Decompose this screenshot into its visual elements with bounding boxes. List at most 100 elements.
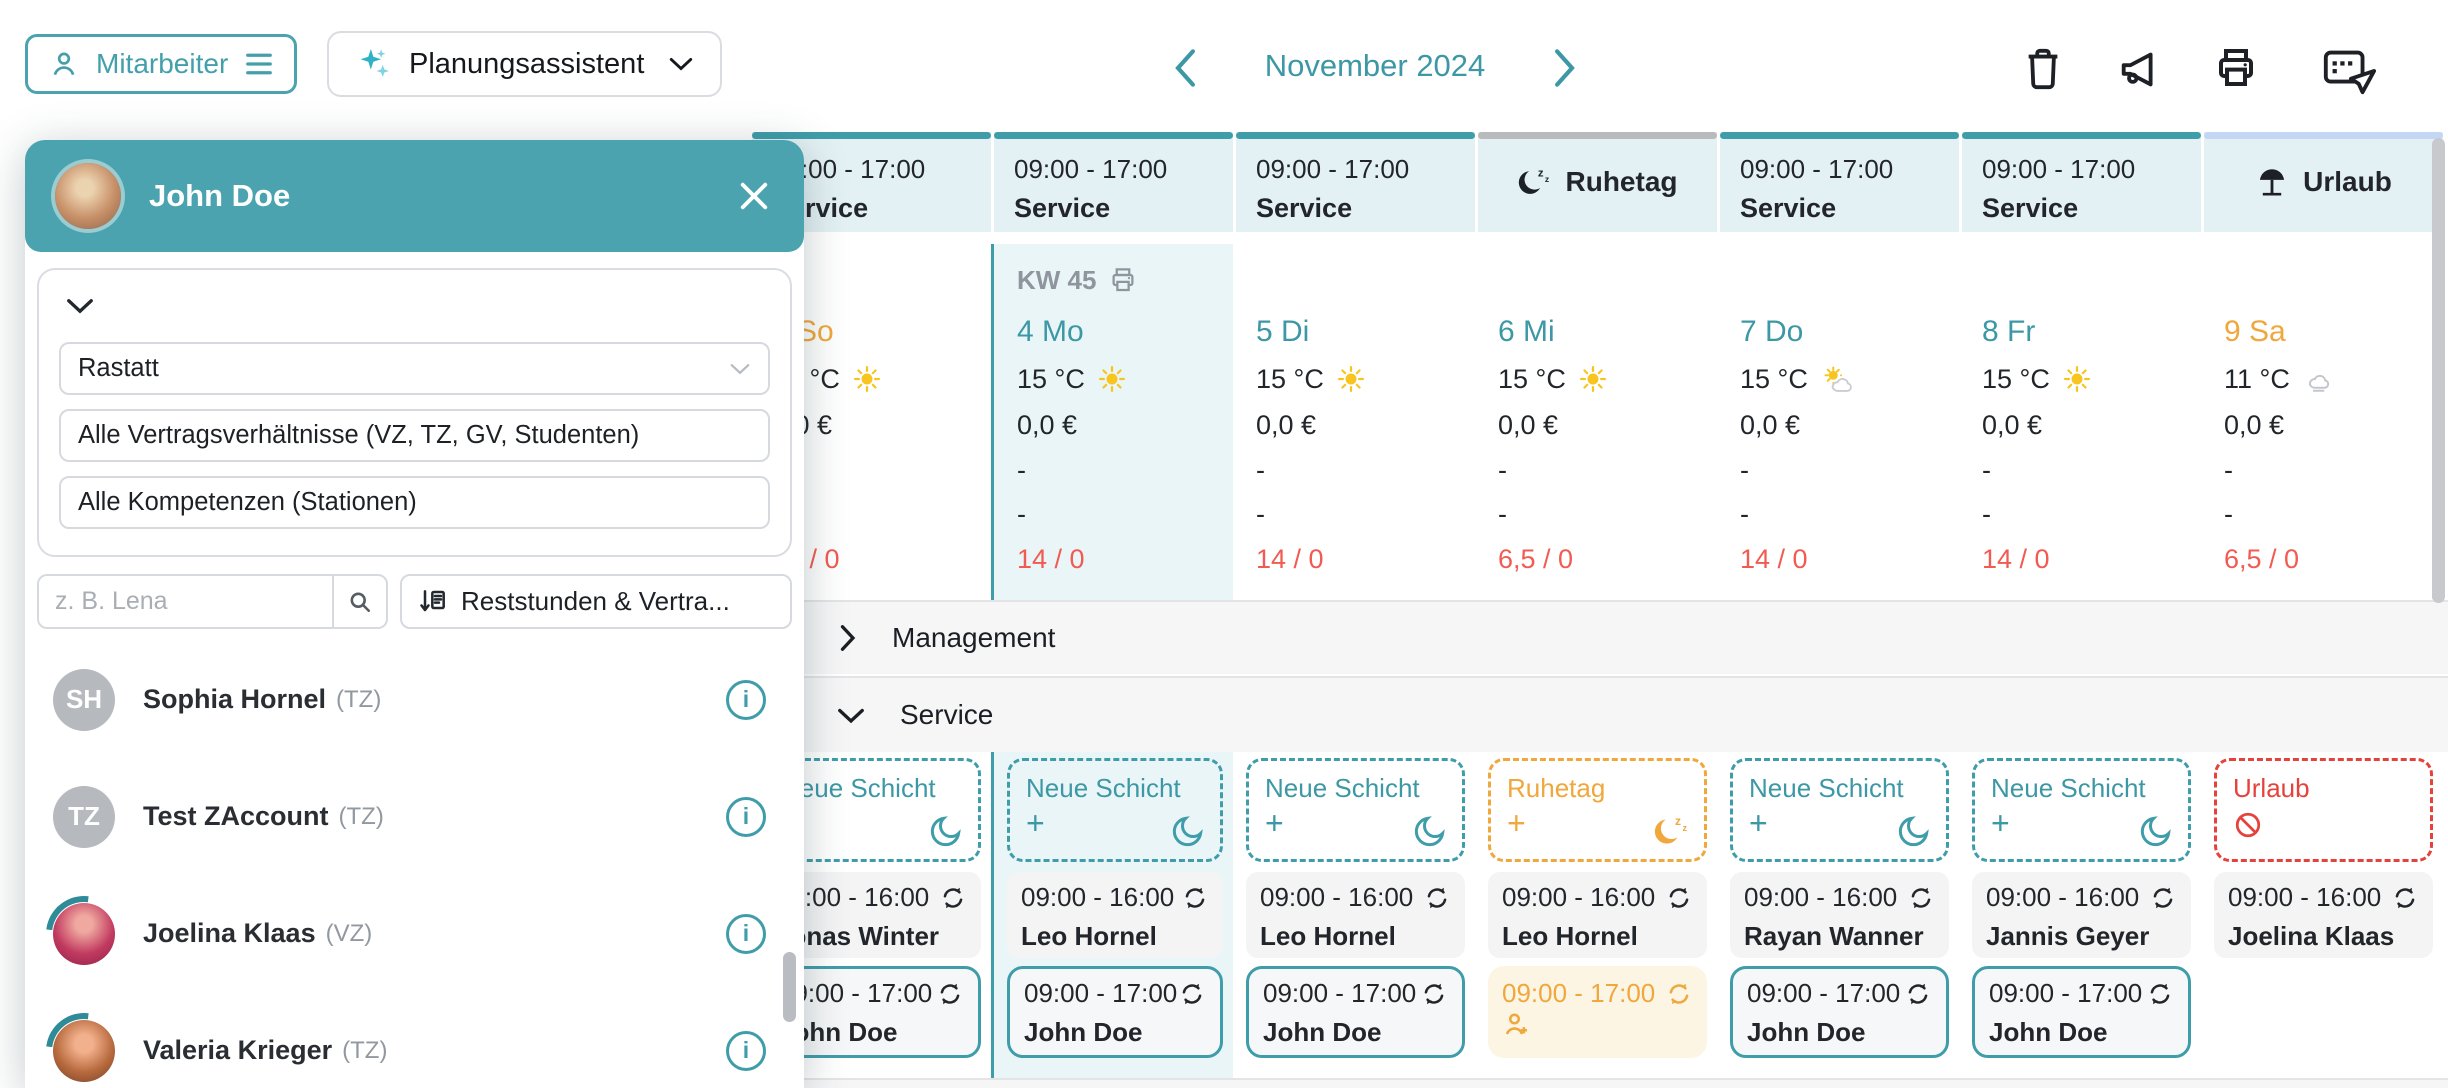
contract-badge: (TZ) bbox=[336, 685, 382, 713]
day-info-fri: 8 Fr 15 °C 0,0 € - - 14 / 0 bbox=[1962, 244, 2201, 600]
day-info-tue: 5 Di 15 °C 0,0 € - - 14 / 0 bbox=[1236, 244, 1475, 600]
new-shift-cell[interactable]: Neue Schicht + bbox=[1972, 758, 2191, 862]
employee-detail-panel: John Doe Rastatt Alle Vertragsverhältnis… bbox=[25, 140, 804, 1088]
chevron-down-icon bbox=[838, 708, 864, 724]
announce-button[interactable] bbox=[2116, 44, 2166, 94]
day-header-tue[interactable]: 09:00 - 17:00 Service bbox=[1236, 132, 1475, 232]
day-header-mon[interactable]: 09:00 - 17:00 Service bbox=[994, 132, 1233, 232]
info-circle-icon[interactable]: i bbox=[726, 1030, 766, 1071]
new-shift-cell[interactable]: Neue Schicht + bbox=[1730, 758, 1949, 862]
employee-name: Valeria Krieger bbox=[143, 1035, 333, 1065]
day-header-fri[interactable]: 09:00 - 17:00 Service bbox=[1962, 132, 2201, 232]
day-info-thu: 7 Do 15 °C 0,0 € - - 14 / 0 bbox=[1720, 244, 1959, 600]
current-month-label[interactable]: November 2024 bbox=[1264, 48, 1486, 83]
day-label[interactable]: 7 Do bbox=[1740, 315, 1804, 348]
planungsassistent-dropdown[interactable]: Planungsassistent bbox=[327, 31, 723, 97]
section-label: Service bbox=[900, 699, 994, 730]
contract-badge: (TZ) bbox=[338, 802, 384, 830]
close-panel-button[interactable] bbox=[734, 176, 774, 216]
shift-time: 09:00 - 17:00 bbox=[779, 978, 933, 1008]
shift-card-assigned[interactable]: 09:00 - 17:00 John Doe bbox=[1972, 966, 2191, 1058]
employee-search-input[interactable] bbox=[37, 574, 332, 629]
megaphone-icon bbox=[2121, 52, 2153, 87]
next-month-button[interactable] bbox=[1543, 44, 1587, 92]
shift-card-assigned[interactable]: 09:00 - 17:00 John Doe bbox=[1730, 966, 1949, 1058]
previous-month-button[interactable] bbox=[1163, 44, 1207, 92]
shift-time: 09:00 - 16:00 bbox=[1502, 882, 1656, 912]
sync-icon bbox=[1911, 887, 1931, 908]
shift-card-assigned[interactable]: 09:00 - 17:00 John Doe bbox=[1246, 966, 1465, 1058]
list-item[interactable]: TZ Test ZAccount (TZ) i bbox=[25, 758, 804, 875]
header-shift-time: 09:00 - 17:00 bbox=[772, 154, 926, 184]
list-item[interactable]: SH Sophia Hornel (TZ) i bbox=[25, 641, 804, 758]
delete-button[interactable] bbox=[2020, 44, 2070, 94]
chevron-left-icon bbox=[1175, 49, 1195, 87]
chevron-right-icon bbox=[1555, 49, 1575, 87]
header-shift-time: 09:00 - 17:00 bbox=[1256, 154, 1410, 184]
employee-name: Test ZAccount bbox=[143, 801, 329, 831]
contract-filter-select[interactable]: Alle Vertragsverhältnisse (VZ, TZ, GV, S… bbox=[59, 409, 770, 462]
day-label[interactable]: 8 Fr bbox=[1982, 315, 2036, 348]
employee-name: Sophia Hornel bbox=[143, 684, 327, 714]
shift-card[interactable]: 09:00 - 16:00 Leo Hornel bbox=[1246, 872, 1465, 958]
shift-card-assigned[interactable]: 09:00 - 17:00 John Doe bbox=[1007, 966, 1223, 1058]
sort-employees-button[interactable]: Reststunden & Vertra... bbox=[400, 574, 792, 629]
list-item[interactable]: Joelina Klaas (VZ) i bbox=[25, 875, 804, 992]
list-item[interactable]: Valeria Krieger (TZ) i bbox=[25, 992, 804, 1088]
svg-text:z: z bbox=[1683, 823, 1688, 833]
header-shift-dept: Service bbox=[1256, 193, 1353, 223]
header-shift-time: 09:00 - 17:00 bbox=[1014, 154, 1168, 184]
vacation-cell[interactable]: Urlaub bbox=[2214, 758, 2433, 862]
shift-time: 09:00 - 17:00 bbox=[1989, 978, 2143, 1008]
avatar bbox=[55, 163, 121, 229]
person-icon bbox=[53, 52, 75, 76]
moon-icon bbox=[930, 816, 961, 847]
day-temperature: 15 °C bbox=[1498, 363, 1566, 394]
mitarbeiter-view-button[interactable]: Mitarbeiter bbox=[25, 34, 298, 94]
day-label[interactable]: 4 Mo bbox=[1017, 315, 1084, 348]
shift-card[interactable]: 09:00 - 16:00 Rayan Wanner bbox=[1730, 872, 1949, 958]
day-header-sat-urlaub[interactable]: Urlaub bbox=[2204, 132, 2443, 232]
competence-filter-select[interactable]: Alle Kompetenzen (Stationen) bbox=[59, 476, 770, 529]
shift-card-open[interactable]: 09:00 - 17:00 bbox=[1488, 966, 1707, 1058]
section-row-service[interactable]: Service bbox=[752, 676, 2448, 752]
day-column-fri: Neue Schicht + 09:00 - 16:00 Jannis Geye… bbox=[1962, 752, 2201, 1078]
region-select[interactable]: Rastatt bbox=[59, 342, 770, 395]
print-week-icon[interactable] bbox=[1108, 265, 1138, 295]
day-label[interactable]: 9 Sa bbox=[2224, 315, 2286, 348]
collapse-chevron-icon[interactable] bbox=[65, 296, 95, 316]
shift-card[interactable]: 09:00 - 16:00 Leo Hornel bbox=[1488, 872, 1707, 958]
sparkles-icon bbox=[360, 48, 389, 78]
print-button[interactable] bbox=[2212, 44, 2262, 94]
svg-text:z: z bbox=[1544, 174, 1548, 184]
new-shift-cell[interactable]: Neue Schicht + bbox=[1007, 758, 1223, 862]
shift-card[interactable]: 09:00 - 16:00 Leo Hornel bbox=[1007, 872, 1223, 958]
shift-card[interactable]: 09:00 - 16:00 Jannis Geyer bbox=[1972, 872, 2191, 958]
search-button[interactable] bbox=[332, 574, 388, 629]
day-label[interactable]: 5 Di bbox=[1256, 315, 1310, 348]
header-shift-time: 09:00 - 17:00 bbox=[1740, 154, 1894, 184]
info-circle-icon[interactable]: i bbox=[726, 796, 766, 837]
panel-scrollbar[interactable] bbox=[783, 952, 796, 1022]
day-header-thu[interactable]: 09:00 - 17:00 Service bbox=[1720, 132, 1959, 232]
new-shift-cell[interactable]: Neue Schicht + bbox=[1246, 758, 1465, 862]
shift-type-bar bbox=[752, 132, 991, 139]
day-temperature: 15 °C bbox=[1256, 363, 1324, 394]
shift-rows-band: Neue Schicht + 09:00 - 16:00 Jonas Winte… bbox=[752, 752, 2448, 1078]
day-hours-counter: 6,5 / 0 bbox=[2224, 543, 2300, 574]
magnifier-icon bbox=[350, 592, 371, 612]
day-revenue: 0,0 € bbox=[1017, 409, 1078, 440]
info-circle-icon[interactable]: i bbox=[726, 913, 766, 954]
sync-icon bbox=[2150, 983, 2170, 1004]
publish-plan-button[interactable] bbox=[2320, 44, 2378, 95]
shift-card[interactable]: 09:00 - 16:00 Joelina Klaas bbox=[2214, 872, 2433, 958]
section-row-management[interactable]: Management bbox=[752, 600, 2448, 674]
info-circle-icon[interactable]: i bbox=[726, 679, 766, 720]
vertical-scrollbar[interactable] bbox=[2432, 138, 2445, 603]
day-label[interactable]: 3 So bbox=[772, 315, 834, 348]
day-column-sat: Urlaub 09:00 - 16:00 Joelina Klaas bbox=[2204, 752, 2443, 1078]
day-revenue: 0,0 € bbox=[1498, 409, 1559, 440]
day-label[interactable]: 6 Mi bbox=[1498, 315, 1555, 348]
